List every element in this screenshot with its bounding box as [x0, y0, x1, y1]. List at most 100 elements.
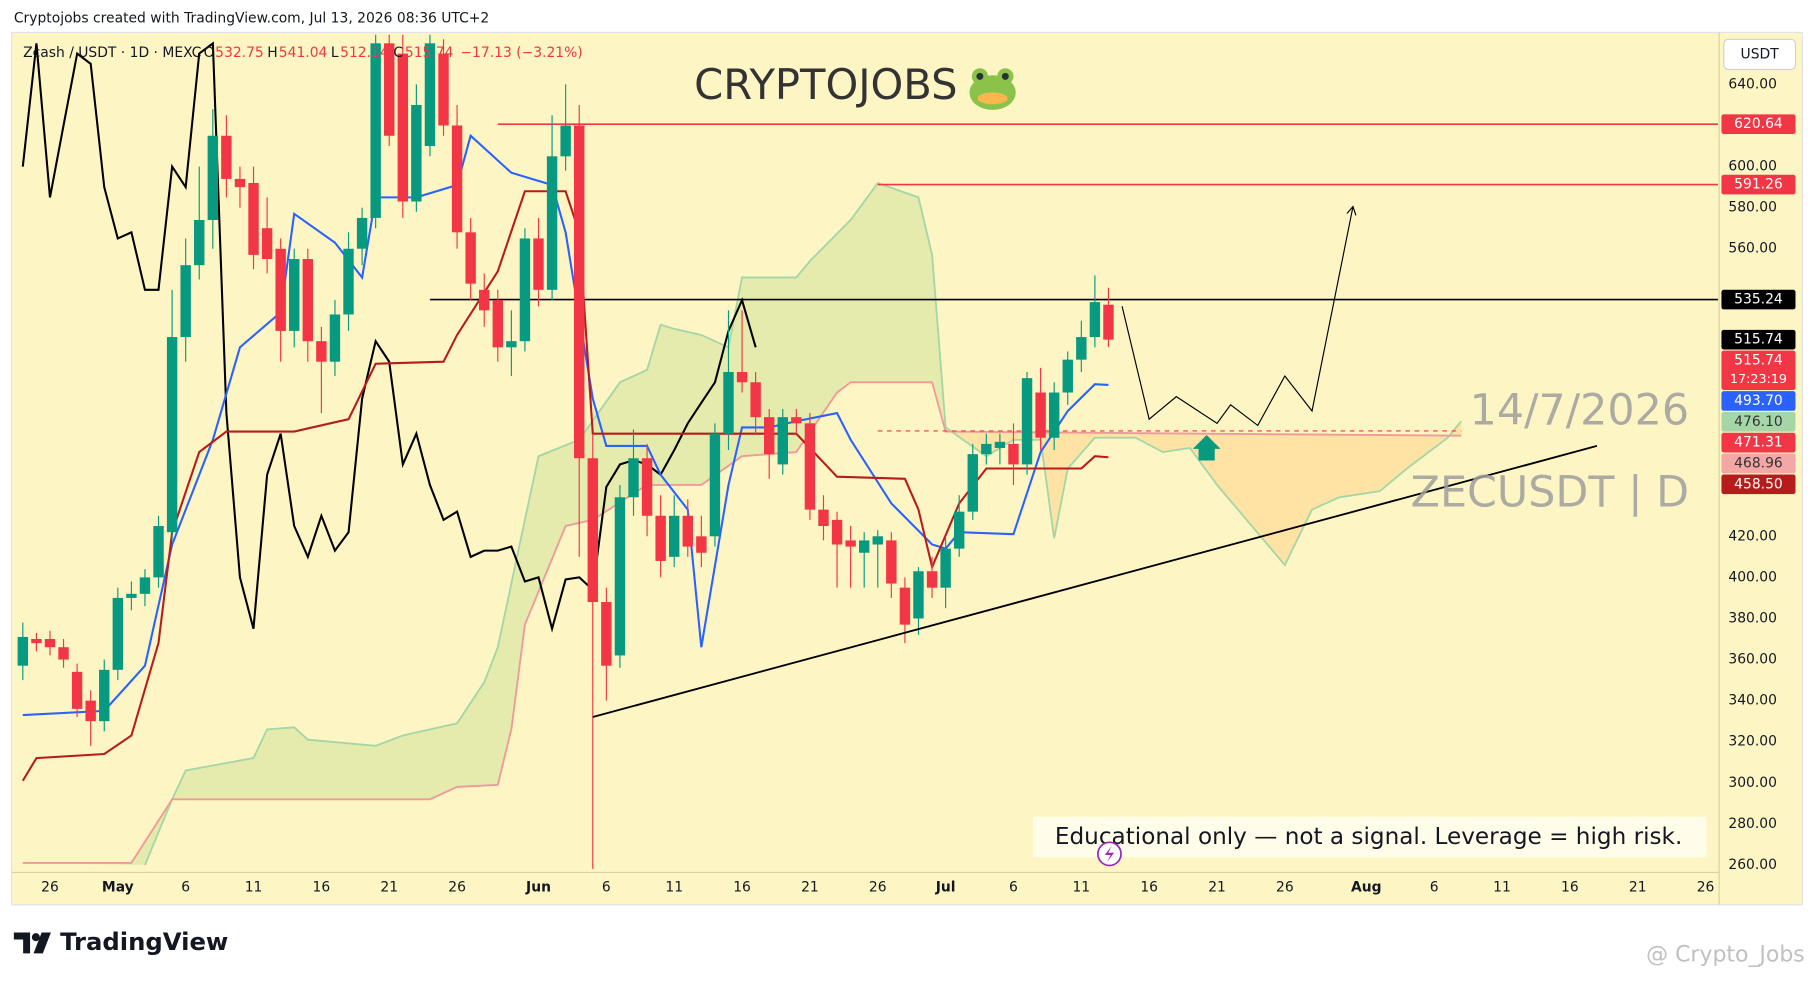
candle-body — [1008, 443, 1019, 465]
candle-body — [601, 602, 612, 666]
price-tag-label: 515.74 — [1734, 332, 1783, 348]
candle-body — [804, 423, 816, 510]
price-tag-label: 515.74 — [1734, 352, 1783, 368]
cloud-span-a — [144, 181, 1462, 866]
candle-body — [479, 289, 490, 311]
price-tag — [1721, 289, 1796, 310]
candle-body — [872, 536, 883, 545]
candle-body — [166, 337, 178, 533]
candle-body — [574, 125, 585, 459]
annotation-symbol: ZECUSDT | D — [1411, 468, 1689, 518]
axes: 640.00 600.00 580.00 560.00 420.00 400.00 380.… — [41, 76, 1796, 895]
candle-body — [519, 238, 531, 342]
up-arrow — [1192, 435, 1221, 461]
candle-body — [1062, 359, 1073, 393]
candle-body — [560, 125, 571, 157]
candle-body — [370, 43, 381, 218]
x-tick-label: 21 — [1208, 879, 1226, 895]
candle-body — [506, 341, 517, 348]
price-tag — [1721, 329, 1796, 350]
candle-body — [329, 314, 341, 362]
x-tick-label: Aug — [1351, 879, 1382, 895]
candle-body — [614, 497, 626, 656]
x-tick-label: 16 — [313, 879, 331, 895]
chart-title: CRYPTOJOBS — [694, 60, 957, 109]
disclaimer: Educational only — not a signal. Leverag… — [1055, 824, 1682, 850]
watermark: @ Crypto_Jobs — [1646, 943, 1805, 968]
candle-body — [316, 341, 327, 362]
cloud-fill — [22, 183, 943, 865]
x-tick-label: 26 — [448, 879, 466, 895]
candle-body — [302, 259, 314, 342]
annotation-date: 14/7/2026 — [1470, 386, 1689, 436]
y-tick-label: 300.00 — [1728, 775, 1777, 791]
candle-body — [451, 125, 463, 233]
legend-change: −17.13 (−3.21%) — [460, 45, 582, 61]
y-tick-label: 380.00 — [1728, 610, 1777, 626]
price-tag-label: 535.24 — [1734, 292, 1783, 308]
price-tag-label: 591.26 — [1734, 177, 1783, 193]
candle-body — [261, 228, 273, 260]
x-tick-label: 16 — [1561, 879, 1579, 895]
y-tick-label: 400.00 — [1728, 569, 1777, 585]
y-tick-label: 260.00 — [1728, 857, 1777, 873]
candle-body — [1048, 392, 1060, 438]
candle-body — [17, 636, 29, 666]
candle-body — [628, 458, 639, 498]
x-tick-label: 6 — [1430, 879, 1439, 895]
y-tick-label: 340.00 — [1728, 693, 1777, 709]
candle-body — [641, 458, 653, 516]
candle-body — [180, 265, 191, 338]
chart-bg — [10, 31, 1804, 906]
candle-body — [492, 300, 503, 348]
price-tag-label: 468.96 — [1734, 455, 1783, 471]
x-tick-label: 11 — [245, 879, 263, 895]
candle-body — [750, 382, 761, 418]
candle-body — [1076, 337, 1087, 360]
candle-body — [926, 571, 938, 588]
price-tag-countdown: 17:23:19 — [1730, 371, 1787, 386]
candle-body — [438, 53, 449, 126]
y-tick-label: 360.00 — [1728, 652, 1777, 668]
candle-body — [981, 443, 992, 455]
projection — [1121, 208, 1353, 427]
currency-box[interactable] — [1723, 38, 1797, 70]
price-tag — [1721, 432, 1796, 453]
candle-body — [1103, 304, 1114, 340]
price-tag — [1721, 453, 1796, 474]
x-tick-label: 11 — [1493, 879, 1511, 895]
candle-body — [44, 639, 56, 648]
candle-body — [858, 540, 870, 553]
y-tick-label: 600.00 — [1728, 159, 1777, 175]
x-tick-label: 16 — [733, 879, 751, 895]
legend-value: 532.75 — [215, 45, 264, 61]
candle-body — [126, 593, 137, 598]
candle-body — [818, 509, 829, 527]
candle-body — [194, 219, 205, 266]
candle-body — [248, 183, 259, 255]
x-tick-label: 6 — [602, 879, 611, 895]
x-tick-label: 11 — [1072, 879, 1090, 895]
price-tag-label: 620.64 — [1734, 116, 1783, 132]
legend-label: C — [393, 45, 403, 61]
x-tick-label: 6 — [1009, 879, 1018, 895]
x-tick-label: 26 — [1276, 879, 1294, 895]
candle-body — [709, 433, 721, 537]
candle-body — [397, 53, 409, 202]
x-tick-label: 21 — [380, 879, 398, 895]
candle-body — [899, 587, 911, 625]
price-tag — [1721, 411, 1796, 432]
candle-body — [234, 178, 246, 188]
candle-body — [655, 515, 666, 561]
price-tag-label: 476.10 — [1734, 414, 1783, 430]
candle-body — [1035, 392, 1046, 438]
alert-bolt — [1104, 845, 1115, 862]
candle-body — [994, 441, 1006, 448]
brand: TradingView — [60, 927, 228, 956]
candle-body — [112, 597, 124, 670]
candle-body — [723, 371, 734, 434]
price-tag — [1721, 350, 1796, 390]
candle-body — [736, 371, 748, 383]
price-tag — [1721, 114, 1796, 135]
